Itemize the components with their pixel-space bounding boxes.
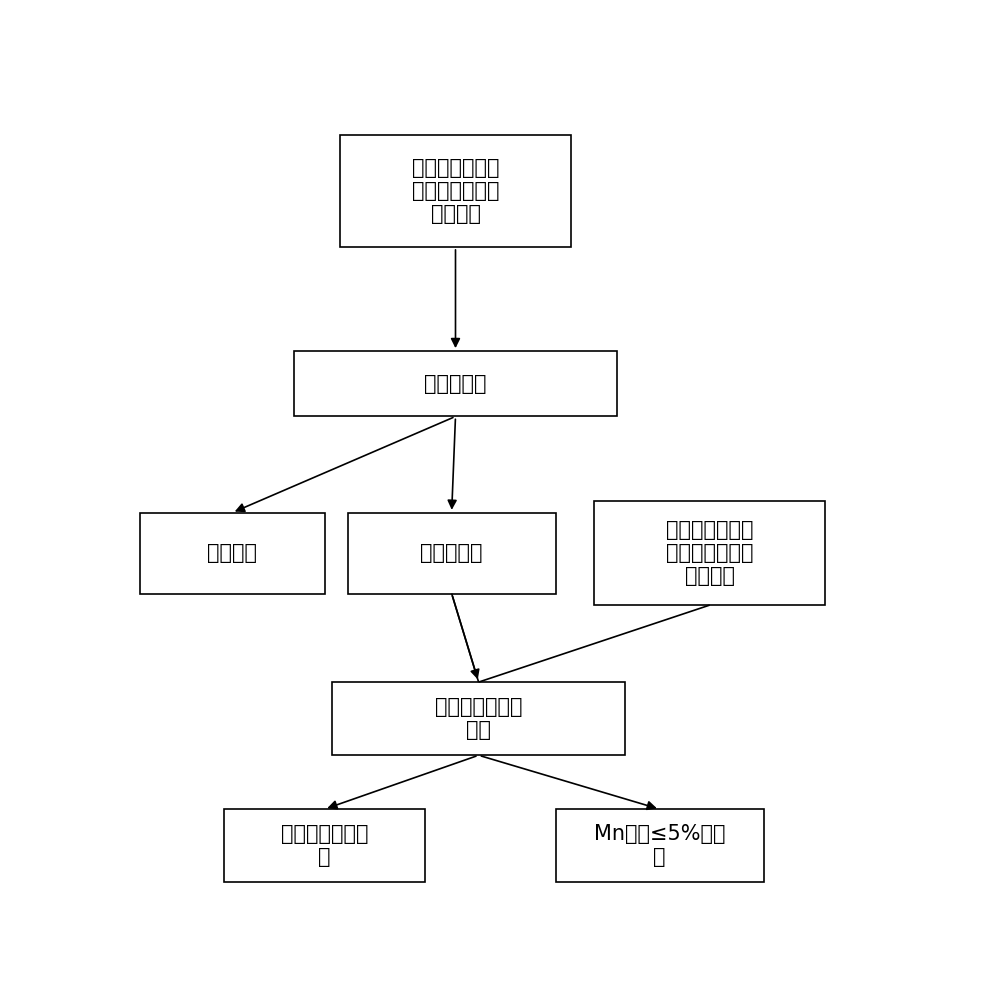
Bar <box>225 809 424 882</box>
Bar <box>139 513 325 594</box>
Text: 第二锰矿石、硅
石、白云石、萤
石、焦炭: 第二锰矿石、硅 石、白云石、萤 石、焦炭 <box>666 520 753 586</box>
Bar <box>594 501 825 605</box>
Text: 低碳高硅锰硅合
金炉: 低碳高硅锰硅合 金炉 <box>434 697 523 740</box>
Bar <box>348 513 556 594</box>
Bar <box>556 809 763 882</box>
Bar <box>294 351 617 416</box>
Bar <box>340 135 572 247</box>
Text: 硅锰合金: 硅锰合金 <box>207 543 257 563</box>
Text: 硅锰合金渣: 硅锰合金渣 <box>420 543 483 563</box>
Text: 锰硅矿热炉: 锰硅矿热炉 <box>424 374 487 394</box>
Text: 低碳高硅锰硅合
金: 低碳高硅锰硅合 金 <box>280 824 369 867</box>
Text: 第一锰矿石、硅
石、白云石、萤
石、焦炭: 第一锰矿石、硅 石、白云石、萤 石、焦炭 <box>412 158 499 224</box>
Text: Mn含量≤5%的废
渣: Mn含量≤5%的废 渣 <box>593 824 726 867</box>
Bar <box>332 682 625 755</box>
